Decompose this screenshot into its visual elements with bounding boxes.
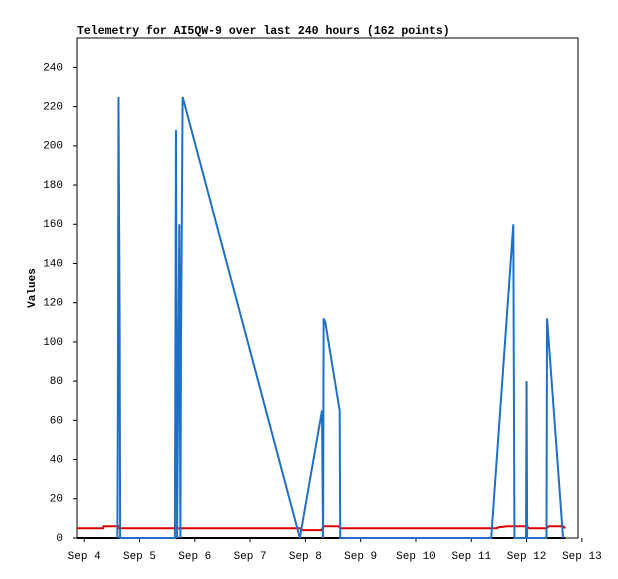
x-tick-label: Sep 7 bbox=[234, 551, 267, 563]
y-tick-label: 220 bbox=[43, 102, 63, 114]
x-tick-label: Sep 12 bbox=[507, 551, 547, 563]
y-tick-label: 140 bbox=[43, 258, 63, 270]
y-axis-title: Values bbox=[27, 268, 39, 308]
y-tick-label: 200 bbox=[43, 141, 63, 153]
y-tick-label: 20 bbox=[50, 494, 63, 506]
chart-title: Telemetry for AI5QW-9 over last 240 hour… bbox=[77, 25, 450, 38]
x-tick-label: Sep 4 bbox=[68, 551, 101, 563]
x-tick-label: Sep 6 bbox=[178, 551, 211, 563]
x-tick-label: Sep 10 bbox=[396, 551, 436, 563]
x-tick-label: Sep 11 bbox=[451, 551, 491, 563]
y-tick-label: 0 bbox=[56, 533, 63, 545]
x-tick-label: Sep 9 bbox=[344, 551, 377, 563]
x-tick-label: Sep 5 bbox=[123, 551, 156, 563]
series-line bbox=[116, 96, 565, 539]
x-tick-label: Sep 8 bbox=[289, 551, 322, 563]
y-tick-label: 100 bbox=[43, 337, 63, 349]
y-tick-label: 120 bbox=[43, 298, 63, 310]
x-tick-label: Sep 13 bbox=[562, 551, 602, 563]
y-tick-label: 40 bbox=[50, 454, 63, 466]
y-tick-label: 80 bbox=[50, 376, 63, 388]
y-tick-label: 180 bbox=[43, 180, 63, 192]
plot-frame bbox=[76, 37, 579, 539]
y-tick-label: 160 bbox=[43, 219, 63, 231]
y-tick-label: 240 bbox=[43, 62, 63, 74]
y-tick-label: 60 bbox=[50, 415, 63, 427]
